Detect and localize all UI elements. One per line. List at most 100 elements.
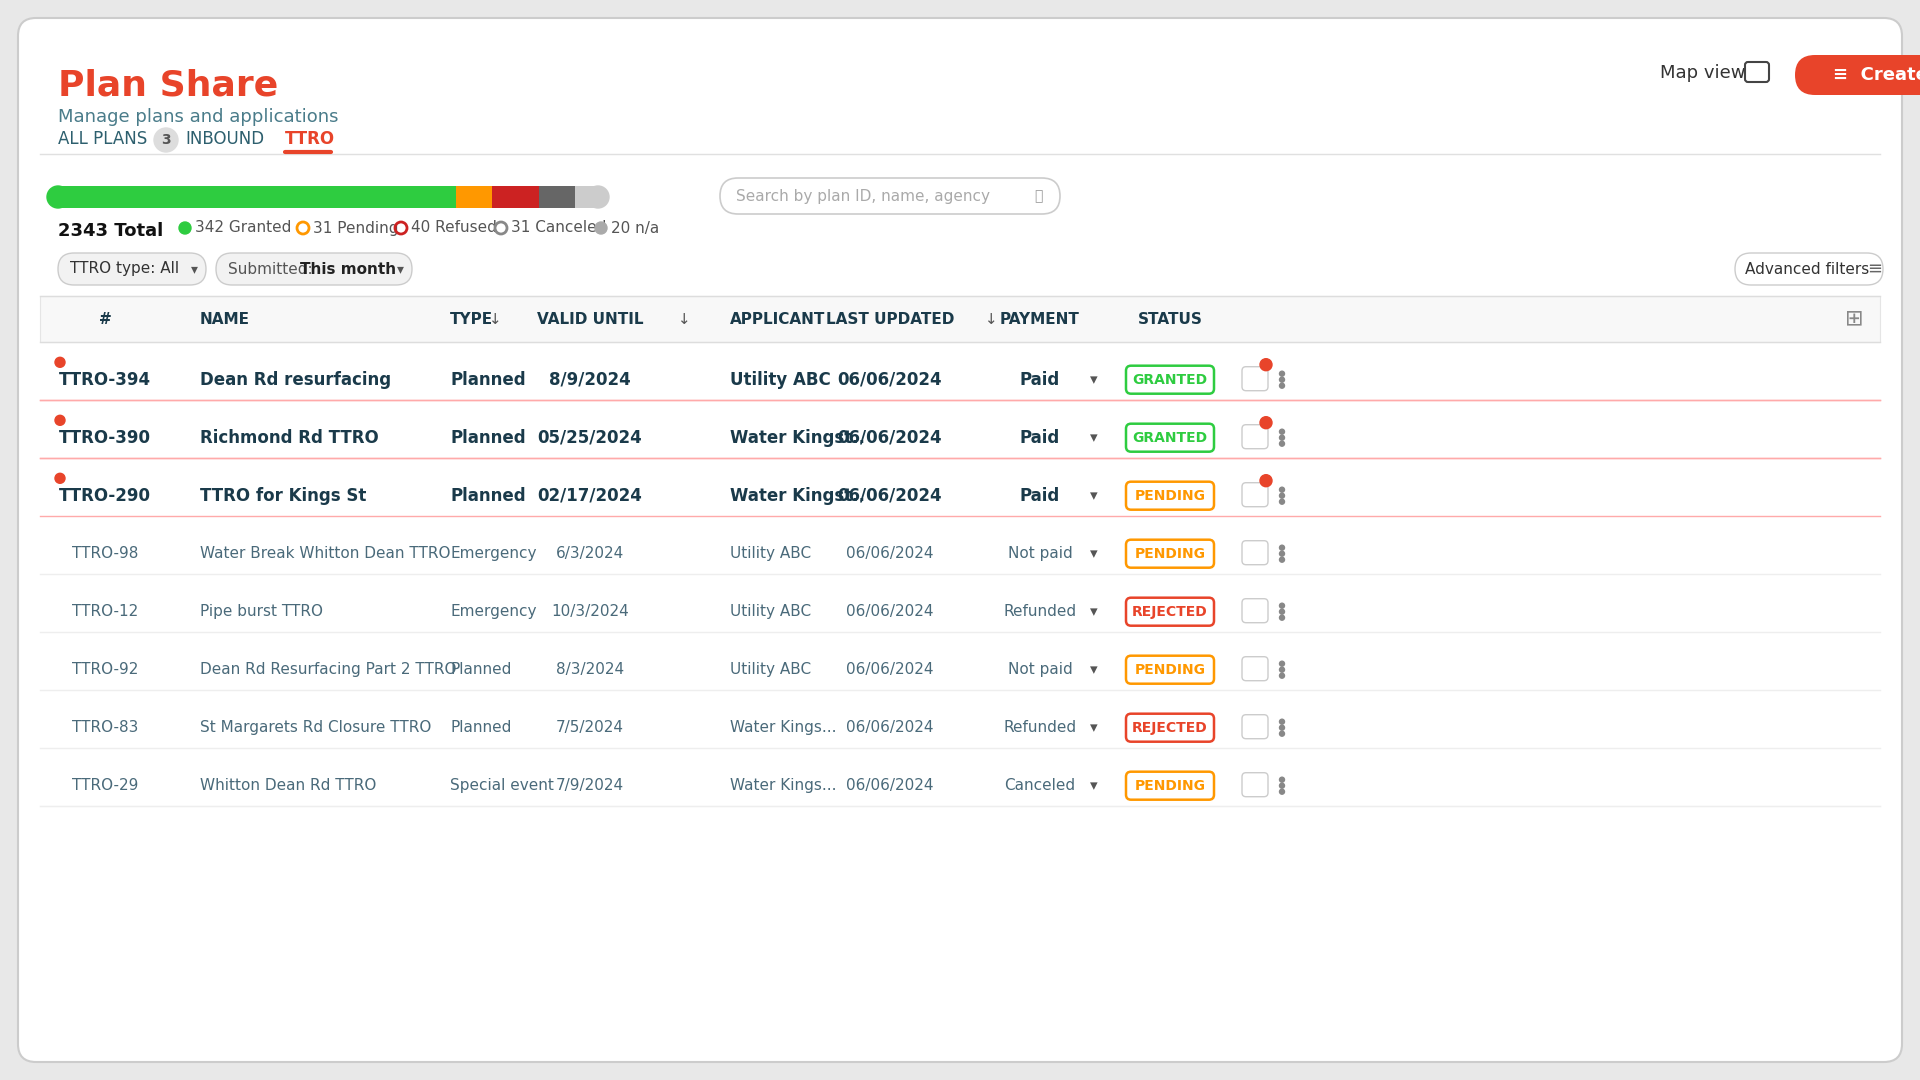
Circle shape [1279, 372, 1284, 376]
Bar [40, 632, 1880, 690]
Text: ▾: ▾ [1091, 373, 1098, 388]
Text: Dean Rd resurfacing: Dean Rd resurfacing [200, 370, 392, 389]
Circle shape [588, 186, 609, 208]
Text: Pipe burst TTRO: Pipe burst TTRO [200, 604, 323, 619]
Circle shape [1279, 551, 1284, 556]
Circle shape [1279, 499, 1284, 504]
Circle shape [1279, 725, 1284, 730]
Text: Water Kingst..: Water Kingst.. [730, 429, 866, 447]
FancyBboxPatch shape [1242, 772, 1267, 797]
Bar [40, 342, 1880, 400]
Text: ▾: ▾ [1091, 720, 1098, 735]
Circle shape [1260, 359, 1271, 370]
Text: TTRO type: All: TTRO type: All [69, 261, 179, 276]
Bar [40, 458, 1880, 516]
Text: Planned: Planned [449, 429, 526, 447]
Text: ▾: ▾ [1091, 430, 1098, 445]
Text: TTRO-98: TTRO-98 [71, 546, 138, 562]
Bar [574, 186, 597, 208]
Text: REJECTED: REJECTED [1133, 720, 1208, 734]
Text: 31 Pending: 31 Pending [313, 220, 399, 235]
Text: 06/06/2024: 06/06/2024 [847, 662, 933, 677]
Text: Refunded: Refunded [1004, 604, 1077, 619]
Circle shape [1279, 545, 1284, 550]
Text: 06/06/2024: 06/06/2024 [847, 546, 933, 562]
Text: ▾: ▾ [1091, 546, 1098, 562]
Text: Utility ABC: Utility ABC [730, 604, 810, 619]
Text: 31 Canceled: 31 Canceled [511, 220, 607, 235]
FancyBboxPatch shape [1242, 483, 1267, 507]
Text: PENDING: PENDING [1135, 663, 1206, 677]
Text: Special event: Special event [449, 779, 553, 793]
Circle shape [1279, 557, 1284, 563]
Text: PENDING: PENDING [1135, 546, 1206, 561]
Bar [40, 400, 1880, 458]
Text: VALID UNTIL: VALID UNTIL [538, 311, 643, 326]
Text: ⊞: ⊞ [1845, 309, 1862, 329]
Text: ALL PLANS: ALL PLANS [58, 130, 148, 148]
Text: LAST UPDATED: LAST UPDATED [826, 311, 954, 326]
Text: 05/25/2024: 05/25/2024 [538, 429, 643, 447]
Bar [492, 186, 540, 208]
Text: 7/9/2024: 7/9/2024 [557, 779, 624, 793]
Circle shape [1260, 475, 1271, 487]
Text: TTRO-390: TTRO-390 [60, 429, 152, 447]
Text: ▾: ▾ [190, 262, 198, 276]
FancyBboxPatch shape [720, 178, 1060, 214]
Text: 06/06/2024: 06/06/2024 [837, 370, 943, 389]
Text: Dean Rd Resurfacing Part 2 TTRO: Dean Rd Resurfacing Part 2 TTRO [200, 662, 457, 677]
Text: Planned: Planned [449, 370, 526, 389]
Text: St Margarets Rd Closure TTRO: St Margarets Rd Closure TTRO [200, 720, 432, 735]
Circle shape [1279, 435, 1284, 441]
Text: ↓: ↓ [484, 311, 501, 326]
Text: 10/3/2024: 10/3/2024 [551, 604, 630, 619]
FancyBboxPatch shape [215, 253, 413, 285]
Text: GRANTED: GRANTED [1133, 373, 1208, 387]
Text: Water Break Whitton Dean TTRO: Water Break Whitton Dean TTRO [200, 546, 451, 562]
Text: TTRO-12: TTRO-12 [71, 604, 138, 619]
FancyBboxPatch shape [1242, 598, 1267, 623]
Text: Submitted:: Submitted: [228, 261, 317, 276]
Text: Planned: Planned [449, 720, 511, 735]
FancyBboxPatch shape [1125, 772, 1213, 799]
Text: 06/06/2024: 06/06/2024 [837, 429, 943, 447]
Circle shape [1279, 604, 1284, 608]
Text: Not paid: Not paid [1008, 546, 1073, 562]
Circle shape [1279, 383, 1284, 388]
Text: Water Kingst..: Water Kingst.. [730, 487, 866, 504]
Circle shape [1279, 494, 1284, 498]
Bar [40, 296, 1880, 342]
FancyBboxPatch shape [1242, 715, 1267, 739]
Circle shape [56, 416, 65, 426]
Bar [58, 186, 457, 208]
Text: PENDING: PENDING [1135, 488, 1206, 502]
Text: 06/06/2024: 06/06/2024 [847, 604, 933, 619]
Text: 02/17/2024: 02/17/2024 [538, 487, 643, 504]
Text: 8/3/2024: 8/3/2024 [557, 662, 624, 677]
Text: ▾: ▾ [1091, 488, 1098, 503]
FancyBboxPatch shape [1125, 423, 1213, 451]
Text: #: # [98, 311, 111, 326]
FancyBboxPatch shape [1242, 657, 1267, 680]
Text: 342 Granted: 342 Granted [196, 220, 292, 235]
Text: Paid: Paid [1020, 429, 1060, 447]
Text: Search by plan ID, name, agency: Search by plan ID, name, agency [735, 189, 991, 203]
Text: ≡: ≡ [1868, 260, 1884, 278]
Circle shape [1279, 661, 1284, 666]
Text: 20 n/a: 20 n/a [611, 220, 659, 235]
Text: TTRO: TTRO [284, 130, 336, 148]
Text: ▾: ▾ [1091, 662, 1098, 677]
Text: Richmond Rd TTRO: Richmond Rd TTRO [200, 429, 378, 447]
Circle shape [1279, 778, 1284, 782]
FancyBboxPatch shape [1125, 366, 1213, 394]
Text: Canceled: Canceled [1004, 779, 1075, 793]
Circle shape [1279, 616, 1284, 620]
Circle shape [1279, 719, 1284, 725]
Text: This month: This month [300, 261, 396, 276]
Circle shape [1279, 429, 1284, 434]
Text: 2343 Total: 2343 Total [58, 222, 163, 240]
Text: TTRO-83: TTRO-83 [71, 720, 138, 735]
Circle shape [1279, 609, 1284, 615]
Text: Paid: Paid [1020, 487, 1060, 504]
Text: 8/9/2024: 8/9/2024 [549, 370, 632, 389]
